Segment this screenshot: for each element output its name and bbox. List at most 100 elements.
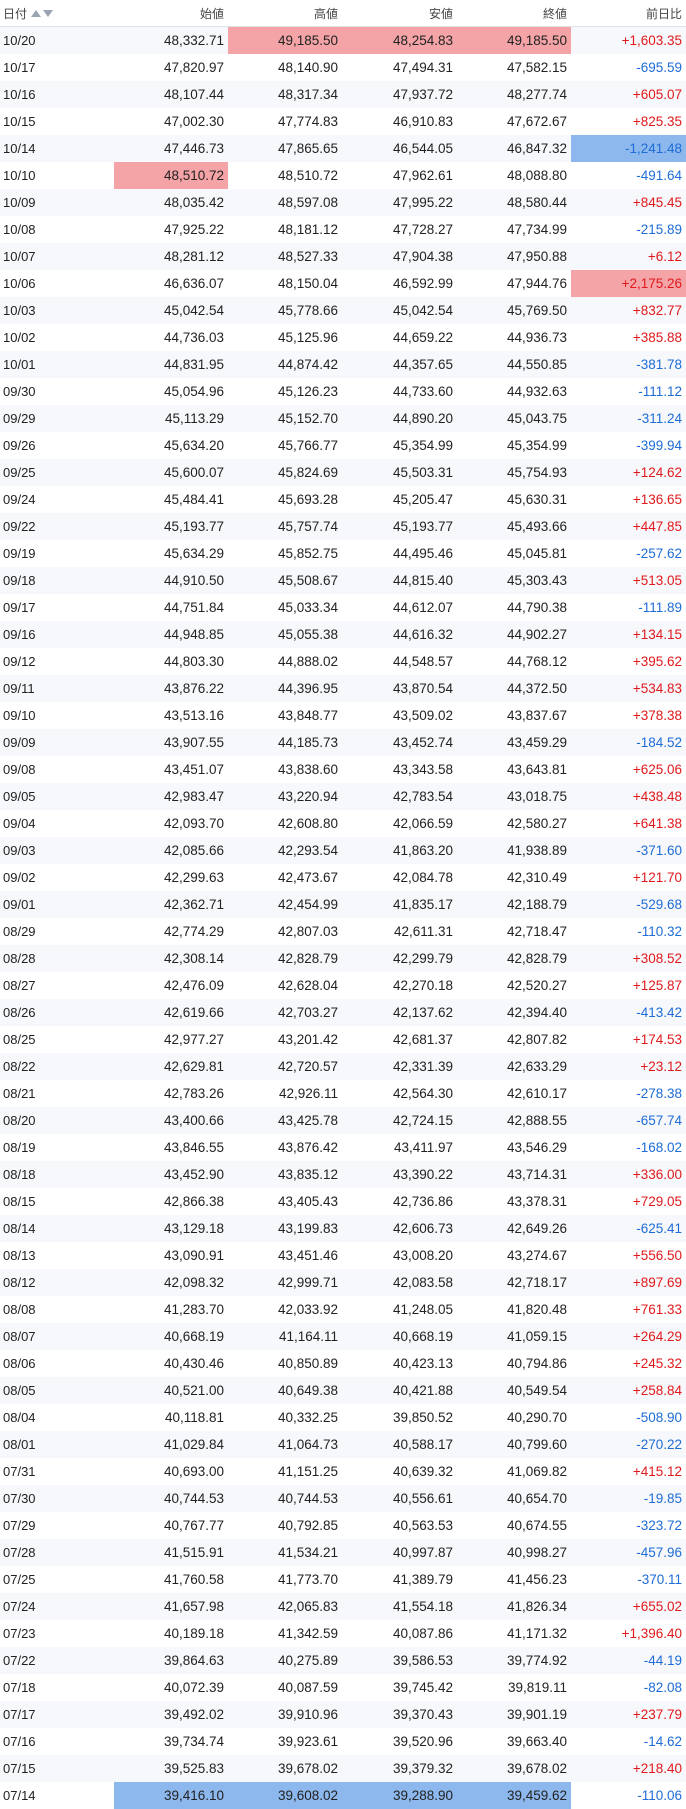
cell-change: +134.15 — [632, 627, 682, 642]
table-header: 日付 始値 高値 安値 終値 前日比 — [0, 0, 686, 27]
cell-change: +237.79 — [632, 1707, 682, 1722]
cell-high: 39,910.96 — [277, 1707, 338, 1722]
cell-date: 09/16 — [3, 627, 36, 642]
cell-low: 43,452.74 — [392, 735, 453, 750]
cell-high: 44,888.02 — [277, 654, 338, 669]
cell-date: 09/05 — [3, 789, 36, 804]
cell-change: +2,175.26 — [571, 270, 686, 297]
sort-descending-icon[interactable] — [43, 9, 54, 17]
sort-ascending-icon[interactable] — [31, 9, 42, 17]
cell-open: 42,629.81 — [163, 1059, 224, 1074]
cell-open: 45,042.54 — [163, 303, 224, 318]
table-row: 07/28 41,515.91 41,534.21 40,997.87 40,998.2… — [0, 1539, 686, 1566]
cell-change: +438.48 — [632, 789, 682, 804]
table-row: 10/06 46,636.07 48,150.04 46,592.99 47,944.7… — [0, 270, 686, 297]
cell-low: 44,495.46 — [392, 546, 453, 561]
cell-change: -370.11 — [637, 1572, 682, 1587]
cell-date: 07/30 — [3, 1491, 36, 1506]
cell-high: 45,125.96 — [277, 330, 338, 345]
cell-high: 44,874.42 — [277, 357, 338, 372]
cell-date: 10/16 — [3, 87, 36, 102]
sort-toggle[interactable] — [31, 9, 54, 17]
cell-change: -82.08 — [643, 1680, 682, 1695]
cell-open: 45,193.77 — [163, 519, 224, 534]
cell-change: -278.38 — [636, 1086, 682, 1101]
cell-change: +1,603.35 — [621, 33, 682, 48]
cell-change: -270.22 — [636, 1437, 682, 1452]
cell-close: 40,674.55 — [506, 1518, 567, 1533]
cell-open: 42,983.47 — [163, 789, 224, 804]
table-row: 08/07 40,668.19 41,164.11 40,668.19 41,059.1… — [0, 1323, 686, 1350]
cell-change: -257.62 — [636, 546, 682, 561]
table-row: 08/04 40,118.81 40,332.25 39,850.52 40,290.7… — [0, 1404, 686, 1431]
cell-date: 08/25 — [3, 1032, 36, 1047]
cell-close: 41,059.15 — [506, 1329, 567, 1344]
table-row: 08/19 43,846.55 43,876.42 43,411.97 43,546.2… — [0, 1134, 686, 1161]
cell-close: 42,394.40 — [506, 1005, 567, 1020]
cell-open: 39,525.83 — [163, 1761, 224, 1776]
cell-close: 43,459.29 — [506, 735, 567, 750]
table-row: 08/20 43,400.66 43,425.78 42,724.15 42,888.5… — [0, 1107, 686, 1134]
cell-open: 45,054.96 — [163, 384, 224, 399]
cell-close: 39,663.40 — [506, 1734, 567, 1749]
cell-open: 43,846.55 — [163, 1140, 224, 1155]
cell-close: 44,372.50 — [506, 681, 567, 696]
cell-date: 09/01 — [3, 897, 36, 912]
table-row: 09/09 43,907.55 44,185.73 43,452.74 43,459.2… — [0, 729, 686, 756]
cell-open: 39,416.10 — [114, 1782, 228, 1809]
cell-change: -491.64 — [636, 168, 682, 183]
cell-close: 42,807.82 — [506, 1032, 567, 1047]
cell-close: 44,550.85 — [506, 357, 567, 372]
cell-close: 42,580.27 — [506, 816, 567, 831]
cell-high: 48,597.08 — [277, 195, 338, 210]
cell-date: 07/15 — [3, 1761, 36, 1776]
cell-change: +415.12 — [632, 1464, 682, 1479]
cell-low: 41,863.20 — [392, 843, 453, 858]
cell-high: 45,778.66 — [277, 303, 338, 318]
cell-high: 43,405.43 — [277, 1194, 338, 1209]
cell-high: 42,454.99 — [277, 897, 338, 912]
cell-high: 42,065.83 — [277, 1599, 338, 1614]
cell-low: 47,728.27 — [392, 222, 453, 237]
cell-open: 44,948.85 — [163, 627, 224, 642]
cell-high: 43,876.42 — [277, 1140, 338, 1155]
cell-change: +556.50 — [632, 1248, 682, 1263]
cell-close: 41,820.48 — [506, 1302, 567, 1317]
cell-open: 42,619.66 — [163, 1005, 224, 1020]
cell-open: 42,308.14 — [163, 951, 224, 966]
cell-date: 09/29 — [3, 411, 36, 426]
cell-change: -19.85 — [643, 1491, 682, 1506]
cell-open: 42,774.29 — [163, 924, 224, 939]
cell-high: 40,850.89 — [277, 1356, 338, 1371]
cell-high: 45,852.75 — [277, 546, 338, 561]
cell-change: +534.83 — [632, 681, 682, 696]
cell-change: -215.89 — [636, 222, 682, 237]
cell-high: 42,703.27 — [277, 1005, 338, 1020]
cell-high: 42,473.67 — [277, 870, 338, 885]
cell-low: 42,066.59 — [392, 816, 453, 831]
column-header-date[interactable]: 日付 — [0, 0, 114, 26]
cell-change: +218.40 — [632, 1761, 682, 1776]
cell-low: 43,390.22 — [392, 1167, 453, 1182]
cell-low: 45,205.47 — [392, 492, 453, 507]
cell-date: 10/08 — [3, 222, 36, 237]
cell-high: 44,185.73 — [277, 735, 338, 750]
cell-open: 40,430.46 — [163, 1356, 224, 1371]
table-row: 08/06 40,430.46 40,850.89 40,423.13 40,794.8… — [0, 1350, 686, 1377]
cell-close: 47,582.15 — [506, 60, 567, 75]
cell-close: 41,171.32 — [506, 1626, 567, 1641]
cell-date: 08/05 — [3, 1383, 36, 1398]
cell-date: 08/21 — [3, 1086, 36, 1101]
cell-date: 10/14 — [3, 141, 36, 156]
cell-open: 41,657.98 — [163, 1599, 224, 1614]
cell-change: +513.05 — [632, 573, 682, 588]
cell-change: +845.45 — [632, 195, 682, 210]
cell-change: -529.68 — [636, 897, 682, 912]
cell-close: 43,837.67 — [506, 708, 567, 723]
cell-date: 08/29 — [3, 924, 36, 939]
cell-low: 45,193.77 — [392, 519, 453, 534]
cell-close: 45,754.93 — [506, 465, 567, 480]
cell-close: 48,088.80 — [506, 168, 567, 183]
cell-close: 43,714.31 — [506, 1167, 567, 1182]
cell-low: 41,835.17 — [392, 897, 453, 912]
